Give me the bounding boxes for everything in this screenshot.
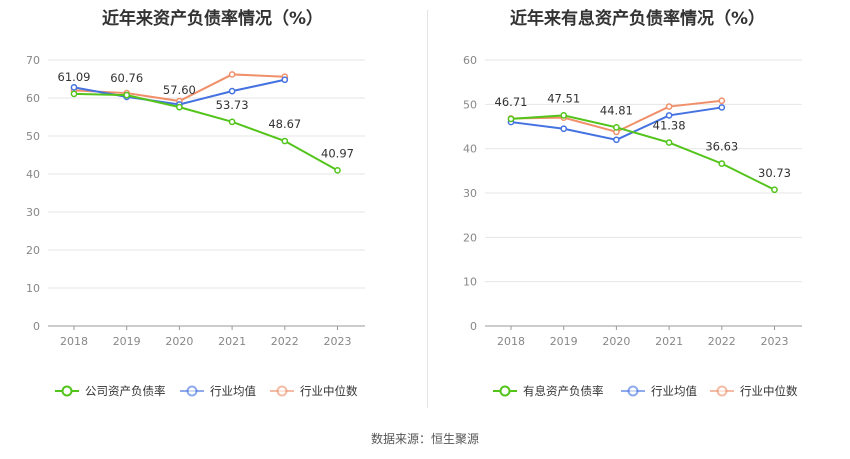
data-point	[718, 97, 726, 105]
y-tick-label: 50	[463, 98, 477, 111]
legend-label: 有息资产负债率	[523, 384, 604, 398]
legend-label: 公司资产负债率	[85, 384, 166, 398]
data-point	[70, 84, 78, 91]
legend-item: 行业均值	[621, 384, 697, 398]
data-label: 40.97	[321, 146, 354, 160]
legend-swatch-marker	[61, 385, 73, 397]
x-tick-label: 2019	[113, 335, 141, 348]
legend-item: 公司资产负债率	[55, 384, 166, 398]
data-point	[228, 118, 236, 126]
y-tick-label: 20	[463, 231, 477, 244]
data-label: 61.09	[58, 70, 91, 84]
chart-debt-ratio: 0 10 20 30 40 50 60 70 2018 2019 2020 2021 2022 2023 6…	[26, 54, 365, 398]
data-point	[665, 103, 673, 110]
legend-swatch-marker	[627, 385, 639, 397]
chart-title: 近年来有息资产负债率情况（%）	[509, 9, 766, 29]
x-tick-label: 2018	[60, 335, 88, 348]
data-point	[560, 112, 568, 119]
data-point	[665, 112, 673, 119]
data-point	[771, 186, 778, 194]
data-point	[228, 71, 236, 78]
y-tick-label: 10	[26, 282, 40, 295]
data-label: 57.60	[163, 83, 196, 97]
data-point	[281, 137, 289, 145]
data-point	[560, 125, 568, 133]
y-tick-label: 0	[33, 320, 40, 333]
data-point	[613, 123, 620, 131]
legend-item: 行业中位数	[270, 384, 358, 398]
chart-title: 近年来资产负债率情况（%）	[101, 9, 324, 29]
legend-label: 行业中位数	[740, 384, 798, 398]
x-tick-label: 2020	[602, 335, 630, 348]
legend-item: 有息资产负债率	[493, 384, 604, 398]
x-tick-label: 2021	[655, 335, 683, 348]
data-source-note: 数据来源：恒生聚源	[370, 432, 479, 446]
y-tick-label: 30	[463, 187, 477, 200]
data-point	[665, 139, 673, 146]
x-tick-label: 2021	[218, 335, 246, 348]
data-label: 60.76	[110, 71, 143, 85]
series-line-0	[510, 114, 775, 191]
chart-panel-debt-ratio: 近年来资产负债率情况（%） 0 10 20 30 40 50 60 70 2018 2019 202…	[0, 0, 425, 420]
chart-interest-debt-ratio: 0 10 20 30 40 50 60 2018 2019 2020 2021 2022 2023 46.…	[463, 54, 802, 398]
series-line-0	[73, 92, 338, 172]
x-tick-label: 2023	[324, 335, 352, 348]
chart-panel-interest-debt-ratio: 近年来有息资产负债率情况（%） 0 10 20 30 40 50 60 2018 2019 202…	[425, 0, 850, 420]
data-point	[613, 136, 620, 144]
y-tick-label: 0	[470, 320, 477, 333]
data-point	[123, 91, 131, 99]
data-label: 47.51	[547, 91, 580, 105]
y-tick-label: 60	[26, 92, 40, 105]
y-tick-label: 40	[463, 143, 477, 156]
data-label: 30.73	[758, 166, 791, 180]
data-point	[176, 103, 183, 111]
x-tick-label: 2019	[550, 335, 578, 348]
data-label: 53.73	[216, 98, 249, 112]
data-label: 41.38	[653, 119, 686, 133]
data-point	[334, 166, 341, 174]
y-tick-label: 10	[463, 276, 477, 289]
legend-swatch-marker	[499, 385, 511, 397]
legend-swatch-marker	[186, 385, 198, 397]
legend-label: 行业中位数	[300, 384, 358, 398]
x-tick-label: 2023	[761, 335, 789, 348]
x-tick-label: 2018	[497, 335, 525, 348]
legend-label: 行业均值	[651, 384, 697, 398]
x-tick-label: 2020	[165, 335, 193, 348]
data-label: 36.63	[705, 140, 738, 154]
y-tick-label: 70	[26, 54, 40, 67]
legend-swatch-marker	[276, 385, 288, 397]
legend-item: 行业均值	[180, 384, 256, 398]
data-point	[507, 115, 515, 123]
legend-label: 行业均值	[210, 384, 256, 398]
data-point	[718, 104, 726, 111]
x-tick-label: 2022	[708, 335, 736, 348]
y-tick-label: 30	[26, 206, 40, 219]
legend-item: 行业中位数	[710, 384, 798, 398]
data-label: 44.81	[600, 103, 633, 117]
data-point	[70, 90, 78, 98]
x-tick-label: 2022	[271, 335, 299, 348]
data-point	[718, 160, 726, 167]
y-tick-label: 60	[463, 54, 477, 67]
data-label: 48.67	[268, 117, 301, 131]
y-tick-label: 50	[26, 130, 40, 143]
legend-swatch-marker	[716, 385, 728, 397]
data-label: 46.71	[495, 95, 528, 109]
y-tick-label: 20	[26, 244, 40, 257]
panel-divider	[427, 10, 428, 408]
data-point	[228, 87, 236, 95]
data-point	[281, 76, 289, 84]
y-tick-label: 40	[26, 168, 40, 181]
